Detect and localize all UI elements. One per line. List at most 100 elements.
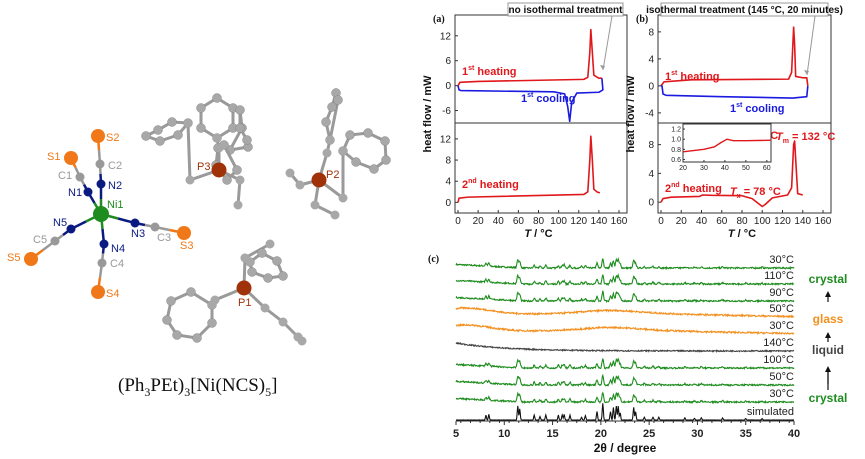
carbon-atom	[207, 318, 217, 328]
xrd-trace	[455, 272, 795, 287]
atom-label-c2: C2	[108, 160, 122, 172]
ligand-bond	[242, 286, 300, 339]
carbon-atom	[327, 102, 337, 112]
xrd-trace	[455, 306, 795, 319]
x-axis-title: T / °C	[728, 228, 756, 240]
carbon-atom	[162, 315, 172, 325]
y-tick-label: 4	[648, 54, 654, 65]
phase-label-glass: glass	[813, 312, 844, 326]
carbon-atom	[153, 125, 163, 135]
panel-label: (a)	[433, 14, 445, 25]
carbon-atom	[285, 168, 295, 178]
atom-ni1	[93, 206, 109, 222]
xrd-trace	[455, 257, 795, 271]
carbon-atom	[242, 135, 252, 145]
xrd-trace	[455, 357, 795, 371]
atom-c4	[97, 258, 107, 268]
xrd-trace	[455, 373, 795, 388]
carbon-atom	[166, 296, 176, 306]
x-tick-label: 40	[788, 428, 800, 440]
trace-label: 90°C	[769, 287, 794, 299]
x-tick-label: 100	[754, 216, 771, 227]
series-1st-heating	[660, 26, 809, 87]
xrd-trace	[455, 403, 795, 422]
atom-s2	[91, 129, 105, 143]
y-tick-label: 0	[648, 198, 654, 209]
y-axis-title: heat flow / mW	[422, 75, 434, 153]
carbon-atom	[214, 143, 224, 153]
annotation-arrow	[806, 15, 816, 76]
xrd-panel-c: (c) 5 10 15 20 25 30 35 40 2θ / degree 30°C 110°C 90…	[428, 254, 847, 455]
arrow-head-icon	[825, 291, 831, 297]
y-axis-title: heat flow / mW	[625, 75, 637, 153]
atom-s5	[24, 252, 38, 266]
x-tick-label: 40	[696, 216, 708, 227]
series-label: 1st heating	[665, 70, 720, 83]
atom-label-n3: N3	[131, 228, 145, 240]
atom-label-n4: N4	[111, 243, 125, 255]
atom-label-c4: C4	[110, 258, 124, 270]
carbon-atom	[235, 123, 245, 133]
inset-y-tick-label: 1.0	[671, 137, 681, 144]
series-1st-cooling	[457, 78, 604, 123]
carbon-atom	[235, 175, 245, 185]
carbon-atom	[233, 200, 243, 210]
y-tick-label: 8	[648, 27, 654, 38]
compound-formula: (Ph3PEt)3[Ni(NCS)5]	[118, 375, 277, 399]
inset-y-tick-label: 1.2	[671, 127, 681, 134]
y-tick-label: 4	[648, 169, 654, 180]
y-tick-label: 4	[445, 177, 451, 188]
atom-n3	[130, 218, 140, 228]
atom-s4	[91, 285, 105, 299]
atom-label-c5: C5	[33, 234, 47, 246]
inset-x-tick-label: 60	[763, 165, 771, 172]
carbon-atom	[333, 95, 343, 105]
inset-frame	[682, 123, 772, 163]
atom-label-c3: C3	[157, 232, 171, 244]
carbon-atom	[322, 148, 332, 158]
atom-label-s2: S2	[106, 132, 119, 144]
y-tick-label: 8	[445, 156, 451, 167]
atom-s3	[177, 226, 191, 240]
inset-x-tick-label: 30	[700, 165, 708, 172]
y-tick-label: 0	[445, 81, 451, 92]
phase-label-liquid: liquid	[812, 343, 844, 357]
trace-label: 50°C	[769, 371, 794, 383]
carbon-atom	[351, 157, 361, 167]
trace-label: 30°C	[769, 320, 794, 332]
atom-c1	[75, 172, 85, 182]
x-tick-label: 20	[595, 428, 607, 440]
atom-label-s5: S5	[7, 252, 20, 264]
carbon-atom	[345, 130, 355, 140]
annotation-tm: Tm = 132 °C	[776, 131, 835, 145]
atom-label-p1: P1	[238, 297, 251, 309]
xrd-trace	[455, 290, 795, 304]
annotation-box	[660, 2, 829, 17]
y-tick-label: -4	[645, 108, 654, 119]
atom-label-c1: C1	[58, 170, 72, 182]
x-tick-label: 80	[736, 216, 748, 227]
carbon-atom	[172, 330, 182, 340]
carbon-atom	[381, 155, 391, 165]
annotation-tx: Tx = 78 °C	[730, 186, 781, 200]
atom-label-ni1: Ni1	[107, 199, 124, 211]
carbon-atom	[325, 135, 335, 145]
annotation-box	[507, 2, 624, 17]
x-tick-label: 5	[453, 428, 459, 440]
x-tick-label: 100	[550, 216, 567, 227]
trace-label: 140°C	[763, 337, 794, 349]
carbon-atom	[321, 117, 331, 127]
series-label: 1st cooling	[730, 102, 785, 115]
inset-x-tick-label: 20	[679, 165, 687, 172]
trace-label: 100°C	[763, 354, 794, 366]
atom-label-n1: N1	[68, 187, 82, 199]
trace-label: 110°C	[764, 270, 794, 282]
trace-label: 50°C	[769, 303, 794, 315]
trace-label: simulated	[747, 406, 794, 418]
atom-label-s4: S4	[106, 288, 119, 300]
atom-label-n2: N2	[108, 180, 122, 192]
carbon-atom	[278, 271, 288, 281]
y-tick-label: -6	[442, 106, 451, 117]
